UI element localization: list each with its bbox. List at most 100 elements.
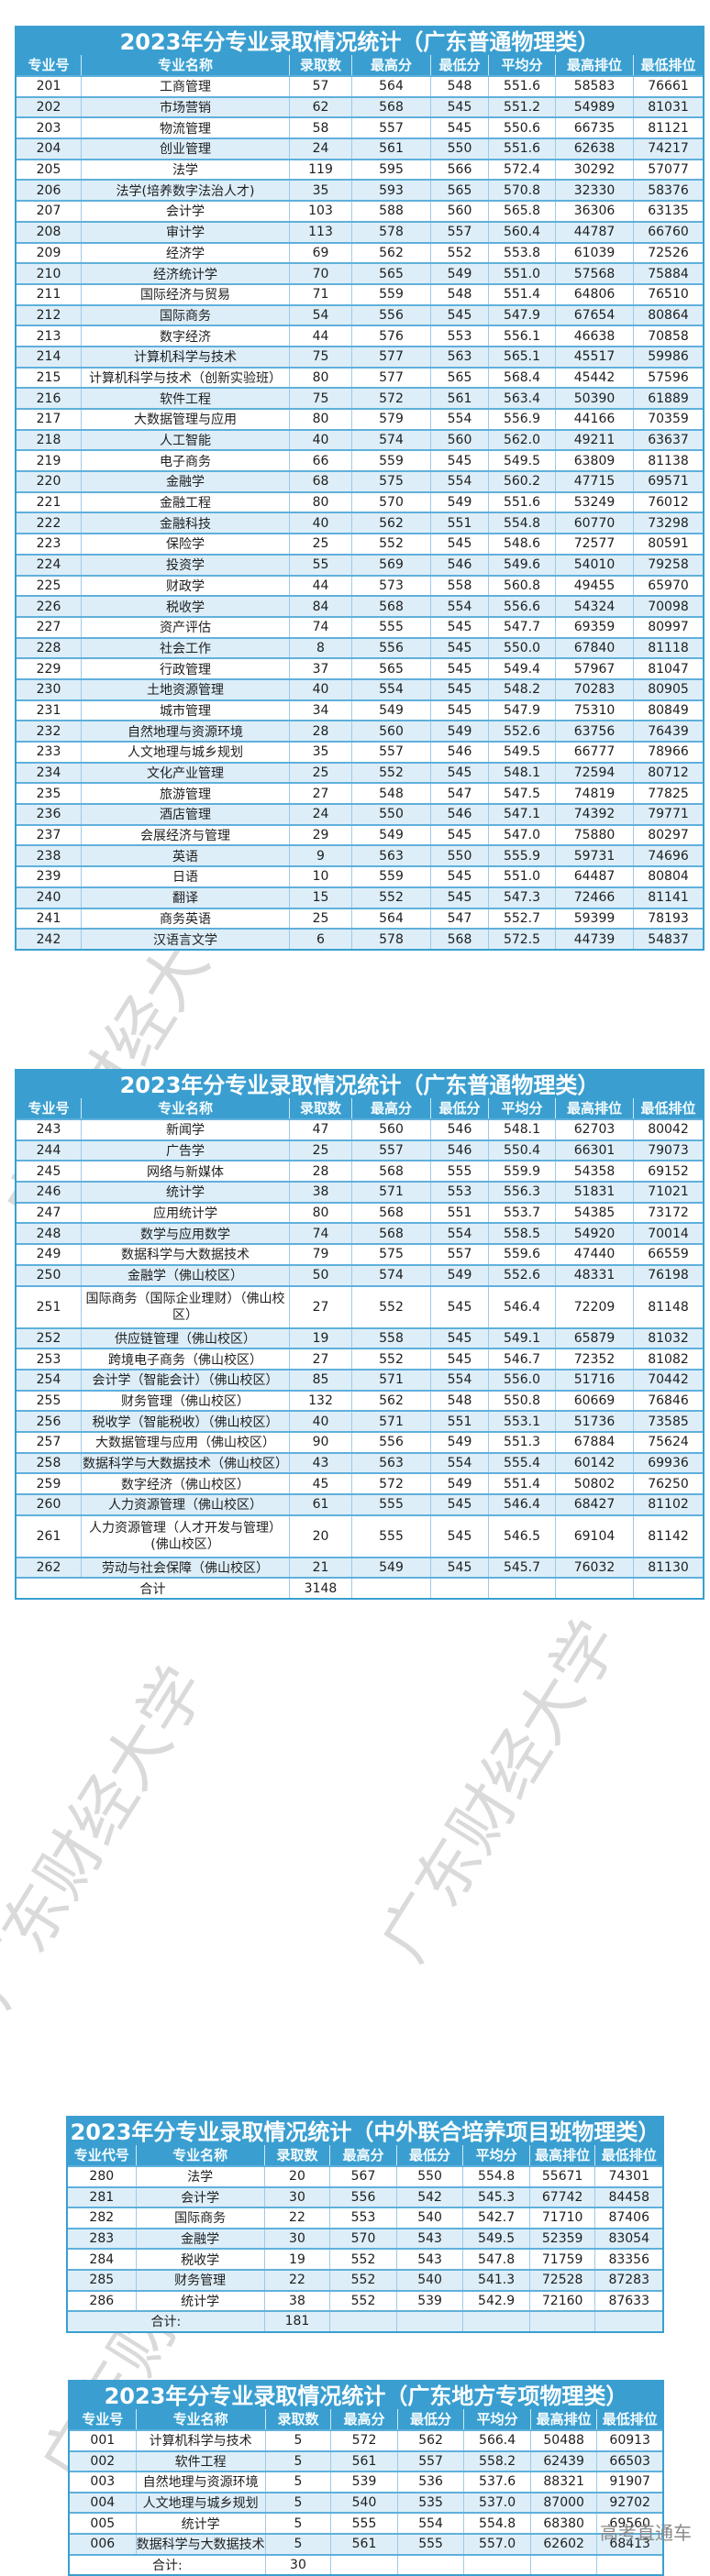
min-score: 545: [430, 659, 488, 678]
min-score: 555: [396, 2534, 464, 2554]
major-code: 262: [36, 1560, 61, 1576]
column-header: 录取数: [289, 55, 351, 75]
table-row: 236 酒店管理 24 550 546 547.1 74392 79771: [17, 803, 703, 824]
max-score: 562: [351, 513, 430, 534]
min-score: 545: [430, 451, 488, 471]
table-row: 233 人文地理与城乡规划 35 557 546 549.5 66777 78966: [17, 741, 703, 762]
min-rank: 75624: [633, 1432, 703, 1452]
major-name: 会展经济与管理: [81, 825, 289, 845]
max-score: 559: [351, 867, 430, 886]
admitted-count: 70: [289, 264, 351, 283]
min-rank: 74301: [594, 2167, 662, 2186]
major-name: 物流管理: [81, 118, 289, 138]
admitted-count: 71: [289, 284, 351, 304]
avg-score: 552.6: [488, 1265, 555, 1285]
min-rank: 68413: [596, 2534, 662, 2554]
avg-score: 554.8: [463, 2514, 530, 2533]
table-header-row: 专业号 专业名称 录取数 最高分 最低分 平均分 最高排位 最低排位: [17, 55, 703, 75]
max-rank: 49455: [555, 576, 633, 596]
total-value: 30: [264, 2555, 331, 2575]
max-score: 558: [351, 1328, 430, 1349]
major-name: 统计学: [135, 2514, 265, 2533]
min-rank: 70442: [633, 1370, 703, 1390]
max-rank: 67884: [555, 1432, 633, 1452]
max-score: 557: [351, 1140, 430, 1161]
column-header: 专业名称: [135, 2409, 265, 2429]
table-row: 214 计算机科学与技术 75 577 563 565.1 45517 59986: [17, 345, 703, 367]
max-score: 556: [351, 305, 430, 325]
min-score: 545: [430, 1558, 488, 1578]
avg-score: 546.5: [488, 1515, 555, 1557]
max-rank: 71710: [528, 2208, 595, 2228]
major-code: 222: [36, 515, 61, 531]
major-code: 238: [36, 848, 61, 864]
min-rank: 69560: [596, 2514, 662, 2533]
max-score: 557: [351, 118, 430, 138]
admitted-count: 103: [289, 202, 351, 221]
table-row: 006 数据科学与大数据技术 5 561 555 557.0 62602 68413: [70, 2532, 662, 2554]
max-rank: 46638: [555, 326, 633, 346]
min-score: 550: [430, 139, 488, 159]
major-name: 税收学（智能税收）（佛山校区）: [81, 1412, 289, 1431]
max-rank: 53249: [555, 492, 633, 512]
table-row: 261 人力资源管理（人才开发与管理）(佛山校区） 20 555 545 546.5 691…: [17, 1514, 703, 1557]
avg-score: 546.4: [488, 1286, 555, 1327]
min-rank: 66559: [633, 1245, 703, 1264]
table-row: 234 文化产业管理 25 552 545 548.1 72594 80712: [17, 761, 703, 783]
table-row: 224 投资学 55 569 546 549.6 54010 79258: [17, 553, 703, 575]
admitted-count: 28: [289, 1161, 351, 1182]
table-row: 248 数学与应用数学 74 568 554 558.5 54920 70014: [17, 1222, 703, 1244]
min-score: 549: [430, 492, 488, 512]
min-score: 545: [430, 887, 488, 908]
max-score: 552: [351, 887, 430, 908]
min-rank: 76846: [633, 1391, 703, 1411]
major-code: 234: [36, 765, 61, 781]
major-name: 统计学: [135, 2291, 264, 2311]
avg-score: 548.6: [488, 534, 555, 554]
admitted-count: 62: [289, 97, 351, 117]
admitted-count: 15: [289, 887, 351, 908]
min-rank: 76250: [633, 1474, 703, 1493]
max-score: 568: [351, 1203, 430, 1223]
column-header: 录取数: [264, 2409, 331, 2429]
table-row: 220 金融学 68 575 554 560.2 47715 69571: [17, 470, 703, 491]
admitted-count: 5: [264, 2431, 331, 2450]
table-row: 205 法学 119 595 566 572.4 30292 57077: [17, 158, 703, 180]
major-name: 跨境电子商务（佛山校区）: [81, 1349, 289, 1369]
min-rank: 91907: [596, 2472, 662, 2492]
min-score: 546: [430, 1120, 488, 1139]
source-watermark: 高考直通车: [600, 2522, 692, 2544]
major-name: 财务管理: [135, 2270, 264, 2290]
avg-score: 547.8: [462, 2250, 529, 2269]
avg-score: 568.4: [488, 368, 555, 388]
max-rank: 58583: [555, 77, 633, 96]
min-rank: 70098: [633, 597, 703, 616]
major-code: 201: [36, 79, 61, 94]
min-rank: 78193: [633, 908, 703, 929]
admitted-count: 44: [289, 326, 351, 346]
admitted-count: 40: [289, 1412, 351, 1431]
max-score: 552: [351, 534, 430, 554]
major-code: 282: [89, 2210, 115, 2226]
min-rank: 81148: [633, 1286, 703, 1327]
max-score: 554: [351, 679, 430, 699]
total-label: 合计:: [150, 2315, 182, 2330]
admitted-count: 30: [263, 2229, 330, 2249]
major-code: 260: [36, 1497, 61, 1513]
max-rank: 45517: [555, 347, 633, 367]
table-row: 208 审计学 113 578 557 560.4 44787 66760: [17, 220, 703, 242]
min-rank: 81047: [633, 659, 703, 678]
min-rank: 81118: [633, 638, 703, 658]
table-row: 223 保险学 25 552 545 548.6 72577 80591: [17, 533, 703, 554]
min-rank: 54837: [633, 930, 703, 949]
max-score: 555: [351, 1495, 430, 1514]
major-code: 261: [36, 1528, 61, 1544]
min-rank: 63637: [633, 430, 703, 450]
min-rank: 80864: [633, 305, 703, 325]
max-score: 539: [330, 2472, 397, 2492]
admitted-count: 21: [289, 1558, 351, 1578]
admitted-count: 5: [264, 2472, 331, 2492]
avg-score: 547.3: [488, 887, 555, 908]
table-row: 005 统计学 5 555 554 554.8 68380 69560: [70, 2512, 662, 2533]
min-score: 545: [430, 1328, 488, 1349]
